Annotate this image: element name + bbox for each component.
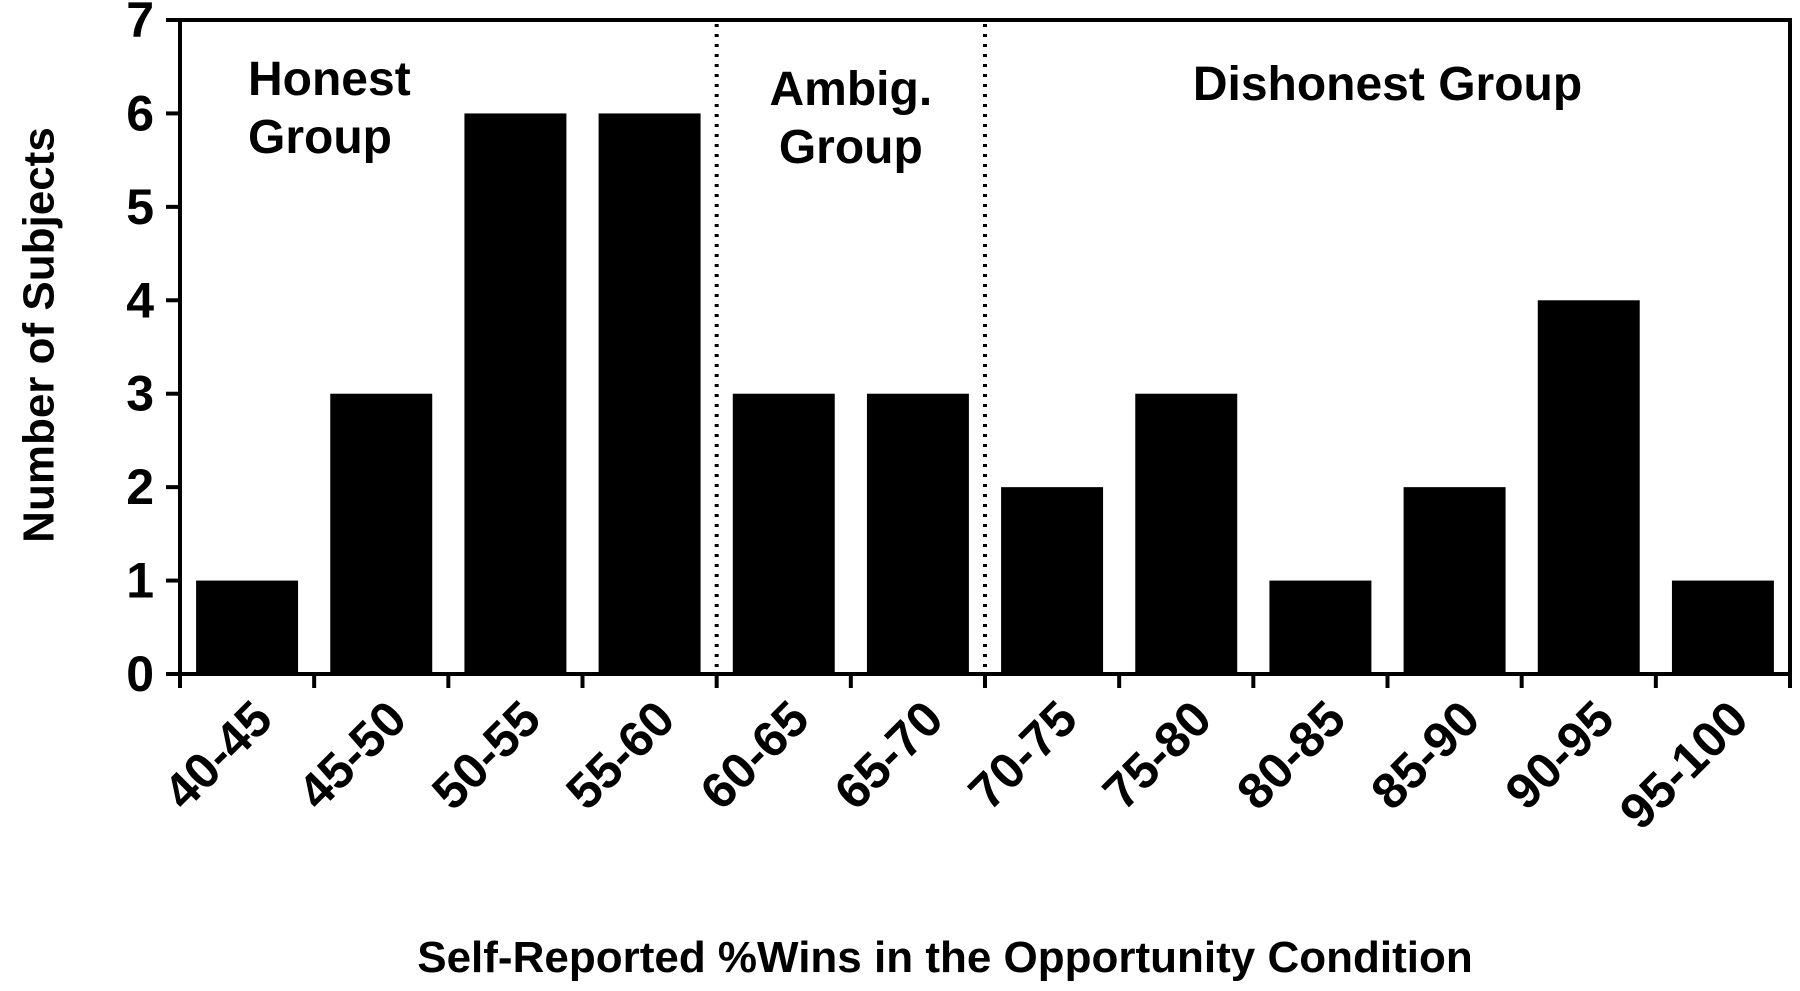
y-tick-label-2: 2: [126, 459, 154, 515]
y-tick-label-4: 4: [126, 272, 154, 328]
bar-60-65: [732, 393, 835, 674]
x-tick-label-70-75: 70-75: [958, 690, 1088, 820]
bar-65-70: [866, 393, 969, 674]
y-tick-label-6: 6: [126, 85, 154, 141]
bar-80-85: [1269, 580, 1372, 674]
bar-95-100: [1671, 580, 1774, 674]
annotation-dishonest: Dishonest Group: [1193, 58, 1582, 111]
annotation-honest-line-1: Honest: [248, 53, 411, 106]
annotation-honest-line-2: Group: [248, 111, 392, 164]
y-axis-title: Number of Subjects: [15, 127, 64, 543]
x-tick-label-95-100: 95-100: [1609, 690, 1759, 840]
x-tick-label-65-70: 65-70: [824, 690, 954, 820]
annotation-ambiguous-line-1: Ambig.: [770, 63, 933, 116]
x-tick-label-90-95: 90-95: [1494, 690, 1624, 820]
annotation-ambiguous: Ambig. Group: [770, 63, 933, 174]
bar-45-50: [330, 393, 433, 674]
bar-75-80: [1135, 393, 1238, 674]
bar-90-95: [1537, 300, 1640, 674]
y-tick-label-7: 7: [126, 0, 154, 48]
x-tick-label-50-55: 50-55: [421, 690, 551, 820]
y-tick-label-0: 0: [126, 646, 154, 702]
y-tick-label-5: 5: [126, 179, 154, 235]
group-dividers: [714, 24, 987, 672]
bar-70-75: [1001, 487, 1104, 674]
annotation-honest: Honest Group: [248, 53, 411, 164]
x-tick-label-55-60: 55-60: [555, 690, 685, 820]
x-tick-label-75-80: 75-80: [1092, 690, 1222, 820]
x-tick-label-85-90: 85-90: [1360, 690, 1490, 820]
annotation-dishonest-line-1: Dishonest Group: [1193, 58, 1582, 111]
bar-55-60: [598, 113, 701, 674]
y-tick-label-1: 1: [126, 553, 154, 609]
bar-40-45: [196, 580, 299, 674]
x-tick-label-40-45: 40-45: [153, 690, 283, 820]
x-tick-label-80-85: 80-85: [1226, 690, 1356, 820]
x-tick-label-60-65: 60-65: [689, 690, 819, 820]
x-ticks-group: 40-45 45-50 50-55 55-60 60-65 65-70 70-75 75-80…: [153, 674, 1792, 840]
y-ticks-group: 0 1 2 3 4 5 6 7: [126, 0, 180, 702]
y-tick-label-3: 3: [126, 366, 154, 422]
annotation-ambiguous-line-2: Group: [779, 121, 923, 174]
bars-group: [196, 113, 1774, 674]
bar-50-55: [464, 113, 567, 674]
x-tick-label-45-50: 45-50: [287, 690, 417, 820]
x-axis-title: Self-Reported %Wins in the Opportunity C…: [417, 933, 1473, 982]
bar-85-90: [1403, 487, 1506, 674]
